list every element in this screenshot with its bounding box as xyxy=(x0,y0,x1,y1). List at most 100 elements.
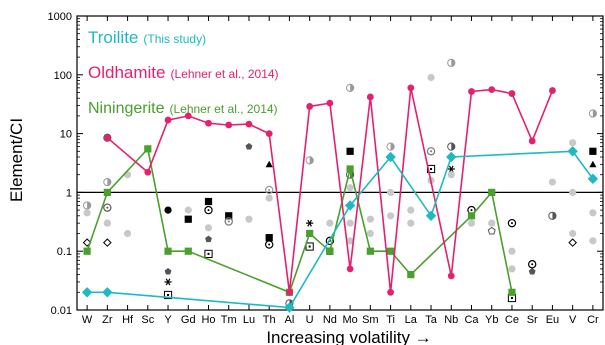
background-point xyxy=(366,229,374,238)
x-category-label: Gd xyxy=(181,314,196,326)
background-point xyxy=(346,83,355,92)
series-point xyxy=(567,146,578,157)
series-point xyxy=(587,173,599,185)
legend-name: Troilite xyxy=(88,28,138,47)
x-category-label: U xyxy=(306,314,314,326)
background-point xyxy=(245,215,253,223)
background-point xyxy=(589,209,597,217)
background-point xyxy=(366,215,374,223)
series-point xyxy=(103,188,111,196)
background-point xyxy=(447,165,455,173)
background-point xyxy=(265,234,273,242)
x-category-label: Sr xyxy=(527,314,538,326)
series-point xyxy=(83,247,91,255)
background-point xyxy=(427,73,435,82)
x-category-label: Y xyxy=(164,314,172,326)
background-point xyxy=(83,209,91,217)
series-point xyxy=(326,99,334,107)
series-point xyxy=(387,288,394,296)
series-point xyxy=(346,165,354,173)
x-category-label: Mo xyxy=(342,314,357,326)
series-point xyxy=(265,130,273,138)
series-point xyxy=(286,288,293,296)
series-point xyxy=(225,121,233,129)
series-point xyxy=(103,134,111,142)
y-axis-title: Element/CI xyxy=(7,118,26,202)
series-layer xyxy=(81,84,599,313)
background-point xyxy=(447,58,456,67)
x-category-label: Nb xyxy=(444,314,458,326)
series-point xyxy=(467,212,476,220)
legend-name: Niningerite xyxy=(88,100,165,117)
background-point xyxy=(508,265,516,273)
legend-citation: (This study) xyxy=(143,32,206,46)
series-point xyxy=(184,112,192,120)
x-category-label: Yb xyxy=(485,314,498,326)
x-category-label: Nd xyxy=(323,314,337,326)
y-tick-label: 100 xyxy=(54,70,72,82)
background-point xyxy=(83,201,92,210)
background-point xyxy=(103,177,112,187)
x-category-label: Sm xyxy=(362,314,379,326)
legend-citation: (Lehner et al., 2014) xyxy=(170,67,278,81)
background-point xyxy=(163,290,173,300)
background-point xyxy=(508,247,516,255)
series-point xyxy=(344,200,356,211)
series-point xyxy=(385,151,396,163)
x-category-label: Ho xyxy=(201,314,215,326)
series-point xyxy=(468,88,475,95)
background-point xyxy=(588,109,597,118)
background-points xyxy=(82,58,597,308)
series-point xyxy=(366,247,374,255)
background-point xyxy=(123,229,132,238)
series-point xyxy=(508,90,516,97)
y-tick-label: 1000 xyxy=(48,11,72,23)
x-category-label: Eu xyxy=(546,314,559,326)
background-point xyxy=(589,147,597,155)
background-point xyxy=(265,194,273,202)
background-point xyxy=(225,212,233,220)
background-point xyxy=(426,147,436,156)
x-category-label: Ti xyxy=(386,314,395,326)
background-point xyxy=(548,211,557,220)
y-tick-label: 0.1 xyxy=(57,246,72,258)
background-point xyxy=(407,219,415,227)
background-point xyxy=(306,219,314,227)
series-point xyxy=(326,247,334,255)
background-point xyxy=(164,267,172,275)
series-point xyxy=(164,247,172,255)
x-category-label: Th xyxy=(263,314,276,326)
series-point xyxy=(184,247,192,255)
background-point xyxy=(205,235,212,243)
background-point xyxy=(407,206,415,214)
x-category-label: Sc xyxy=(141,314,154,326)
series-point xyxy=(144,145,152,153)
background-point xyxy=(164,206,172,214)
x-category-label: Ca xyxy=(464,314,479,326)
x-category-label: Hf xyxy=(122,314,134,326)
background-point xyxy=(346,237,354,245)
background-point xyxy=(386,188,395,196)
background-point xyxy=(447,142,456,151)
series-point xyxy=(144,168,152,176)
background-point xyxy=(264,185,274,195)
series-oldhamite xyxy=(103,84,556,296)
background-point xyxy=(589,160,597,168)
background-point xyxy=(224,217,233,226)
x-category-label: Zr xyxy=(102,314,113,326)
x-category-label: Al xyxy=(285,314,295,326)
series-niningerite xyxy=(83,145,516,296)
background-point xyxy=(204,205,213,215)
background-point xyxy=(184,215,192,223)
series-point xyxy=(508,288,516,296)
x-category-label: Cr xyxy=(587,314,599,326)
series-point xyxy=(446,151,457,163)
background-point xyxy=(507,218,517,228)
background-point xyxy=(305,156,314,165)
x-axis-ticks: W Zr Hf Sc Y Gd Ho Tm Lu Th Al U Nd Mo Sm Ti La Ta Nb Ca Yb C… xyxy=(82,16,599,326)
background-point xyxy=(305,242,314,251)
series-point xyxy=(407,84,415,92)
legend-entry: Oldhamite (Lehner et al., 2014) xyxy=(88,63,279,82)
series-point xyxy=(102,287,113,298)
series-point xyxy=(549,87,556,94)
